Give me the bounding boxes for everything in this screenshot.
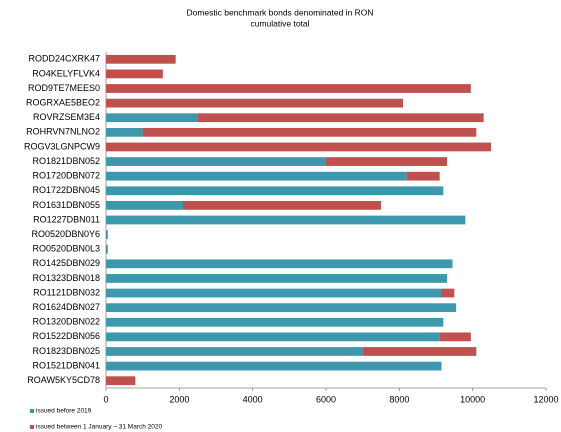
y-tick-label: RODD24CXRK47 (28, 54, 100, 64)
bar (106, 98, 403, 108)
legend-swatch (30, 409, 34, 413)
bar (106, 376, 136, 386)
bar (406, 171, 440, 181)
bar (106, 259, 453, 269)
y-tick-label: RO1522DBN056 (32, 331, 100, 341)
bar (106, 288, 442, 298)
chart-subtitle: cumulative total (250, 18, 309, 28)
bar (106, 303, 457, 313)
bar (106, 157, 326, 166)
y-tick-label: RO0520DBN0L3 (32, 244, 100, 254)
legend-swatch (30, 425, 34, 429)
y-tick-label: RO1624DBN027 (32, 302, 100, 312)
y-tick-label: RO4KELYFLVK4 (32, 68, 100, 78)
bar (106, 215, 466, 225)
y-tick-label: RO1323DBN018 (32, 273, 100, 283)
bar (106, 361, 442, 371)
y-tick-label: RO1521DBN041 (32, 360, 100, 370)
bar (106, 69, 163, 79)
y-tick-label: RO1227DBN011 (33, 214, 100, 224)
bar (106, 84, 471, 93)
x-tick-label: 6000 (316, 394, 336, 404)
bar (106, 186, 444, 196)
bar (106, 317, 444, 327)
y-tick-label: ROHRVN7NLNO2 (26, 127, 100, 137)
y-tick-label: ROGV3LGNPCW9 (24, 141, 100, 151)
chart-title: Domestic benchmark bonds denominated in … (186, 7, 373, 17)
x-tick-label: 10000 (460, 394, 485, 404)
y-tick-label: RO1320DBN022 (32, 317, 100, 327)
legend-label: issued between 1 January – 31 March 2020 (36, 424, 162, 431)
y-tick-label: RO1722DBN045 (32, 185, 100, 195)
bar (441, 288, 455, 298)
bar (106, 171, 407, 181)
x-tick-label: 8000 (389, 394, 409, 404)
y-tick-label: RO1425DBN029 (32, 258, 100, 268)
bar (362, 347, 477, 356)
bar (106, 230, 108, 239)
bar (106, 347, 363, 356)
bar (106, 127, 143, 137)
y-tick-label: ROVRZSEM3E4 (33, 112, 100, 122)
y-tick-label: ROGRXAE5BEO2 (26, 98, 100, 108)
y-tick-label: RO1631DBN055 (32, 200, 100, 210)
y-tick-label: ROAW5KY5CD78 (27, 375, 100, 385)
bar (439, 332, 471, 342)
x-tick-label: 2000 (169, 394, 189, 404)
x-tick-label: 0 (103, 394, 108, 404)
y-tick-label: ROD9TE7MEES0 (28, 83, 100, 93)
bar (106, 142, 491, 152)
y-tick-label: RO1823DBN025 (32, 346, 100, 356)
bar (183, 201, 381, 210)
bar (106, 274, 447, 283)
y-tick-label: RO1121DBN032 (33, 287, 100, 297)
y-tick-label: RO1720DBN072 (32, 171, 100, 181)
y-tick-label: RO1821DBN052 (32, 156, 100, 166)
bar (106, 54, 176, 64)
x-tick-label: 4000 (243, 394, 263, 404)
bar (197, 113, 484, 123)
bar (142, 127, 477, 137)
y-tick-label: RO0520DBN0Y6 (31, 229, 100, 239)
legend-label: issued before 2019 (36, 408, 92, 415)
bar (106, 244, 108, 254)
bar (106, 332, 440, 342)
bar (326, 157, 447, 166)
bar (106, 113, 198, 123)
x-tick-label: 12000 (533, 394, 558, 404)
bar (106, 201, 183, 210)
